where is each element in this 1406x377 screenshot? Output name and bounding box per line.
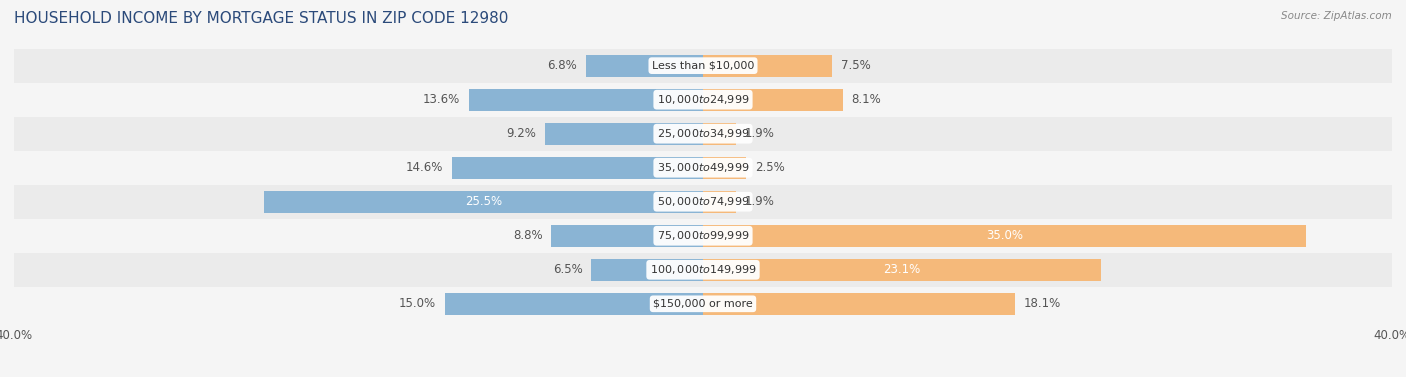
Bar (0, 151, 1406, 185)
Text: 25.5%: 25.5% (465, 195, 502, 208)
Text: 9.2%: 9.2% (506, 127, 536, 140)
Text: $150,000 or more: $150,000 or more (654, 299, 752, 309)
Bar (703, 89, 842, 111)
Bar (703, 293, 1015, 315)
Text: $10,000 to $24,999: $10,000 to $24,999 (657, 93, 749, 106)
Bar (703, 259, 1101, 281)
Text: Less than $10,000: Less than $10,000 (652, 61, 754, 70)
Text: 1.9%: 1.9% (744, 127, 775, 140)
Bar (0, 49, 1406, 83)
Bar (444, 293, 703, 315)
Text: 2.5%: 2.5% (755, 161, 785, 174)
Bar (703, 123, 735, 145)
Text: 7.5%: 7.5% (841, 59, 870, 72)
Text: 6.5%: 6.5% (553, 263, 582, 276)
Text: 35.0%: 35.0% (986, 229, 1024, 242)
Bar (264, 191, 703, 213)
Bar (0, 83, 1406, 117)
Bar (551, 225, 703, 247)
Bar (703, 55, 832, 77)
Text: $35,000 to $49,999: $35,000 to $49,999 (657, 161, 749, 174)
Bar (0, 219, 1406, 253)
Text: 15.0%: 15.0% (399, 297, 436, 310)
Bar (591, 259, 703, 281)
Legend: Without Mortgage, With Mortgage: Without Mortgage, With Mortgage (575, 374, 831, 377)
Bar (468, 89, 703, 111)
Bar (544, 123, 703, 145)
Text: 13.6%: 13.6% (423, 93, 460, 106)
Bar (703, 191, 735, 213)
Text: HOUSEHOLD INCOME BY MORTGAGE STATUS IN ZIP CODE 12980: HOUSEHOLD INCOME BY MORTGAGE STATUS IN Z… (14, 11, 509, 26)
Text: 1.9%: 1.9% (744, 195, 775, 208)
Text: $25,000 to $34,999: $25,000 to $34,999 (657, 127, 749, 140)
Bar (703, 225, 1306, 247)
Text: Source: ZipAtlas.com: Source: ZipAtlas.com (1281, 11, 1392, 21)
Text: 23.1%: 23.1% (883, 263, 921, 276)
Text: 8.1%: 8.1% (851, 93, 882, 106)
Bar (0, 253, 1406, 287)
Bar (0, 287, 1406, 321)
Text: 18.1%: 18.1% (1024, 297, 1060, 310)
Bar (0, 185, 1406, 219)
Bar (451, 157, 703, 179)
Text: $100,000 to $149,999: $100,000 to $149,999 (650, 263, 756, 276)
Text: $75,000 to $99,999: $75,000 to $99,999 (657, 229, 749, 242)
Bar (586, 55, 703, 77)
Bar (0, 117, 1406, 151)
Text: 6.8%: 6.8% (547, 59, 578, 72)
Text: 8.8%: 8.8% (513, 229, 543, 242)
Bar (703, 157, 747, 179)
Text: 14.6%: 14.6% (405, 161, 443, 174)
Text: $50,000 to $74,999: $50,000 to $74,999 (657, 195, 749, 208)
